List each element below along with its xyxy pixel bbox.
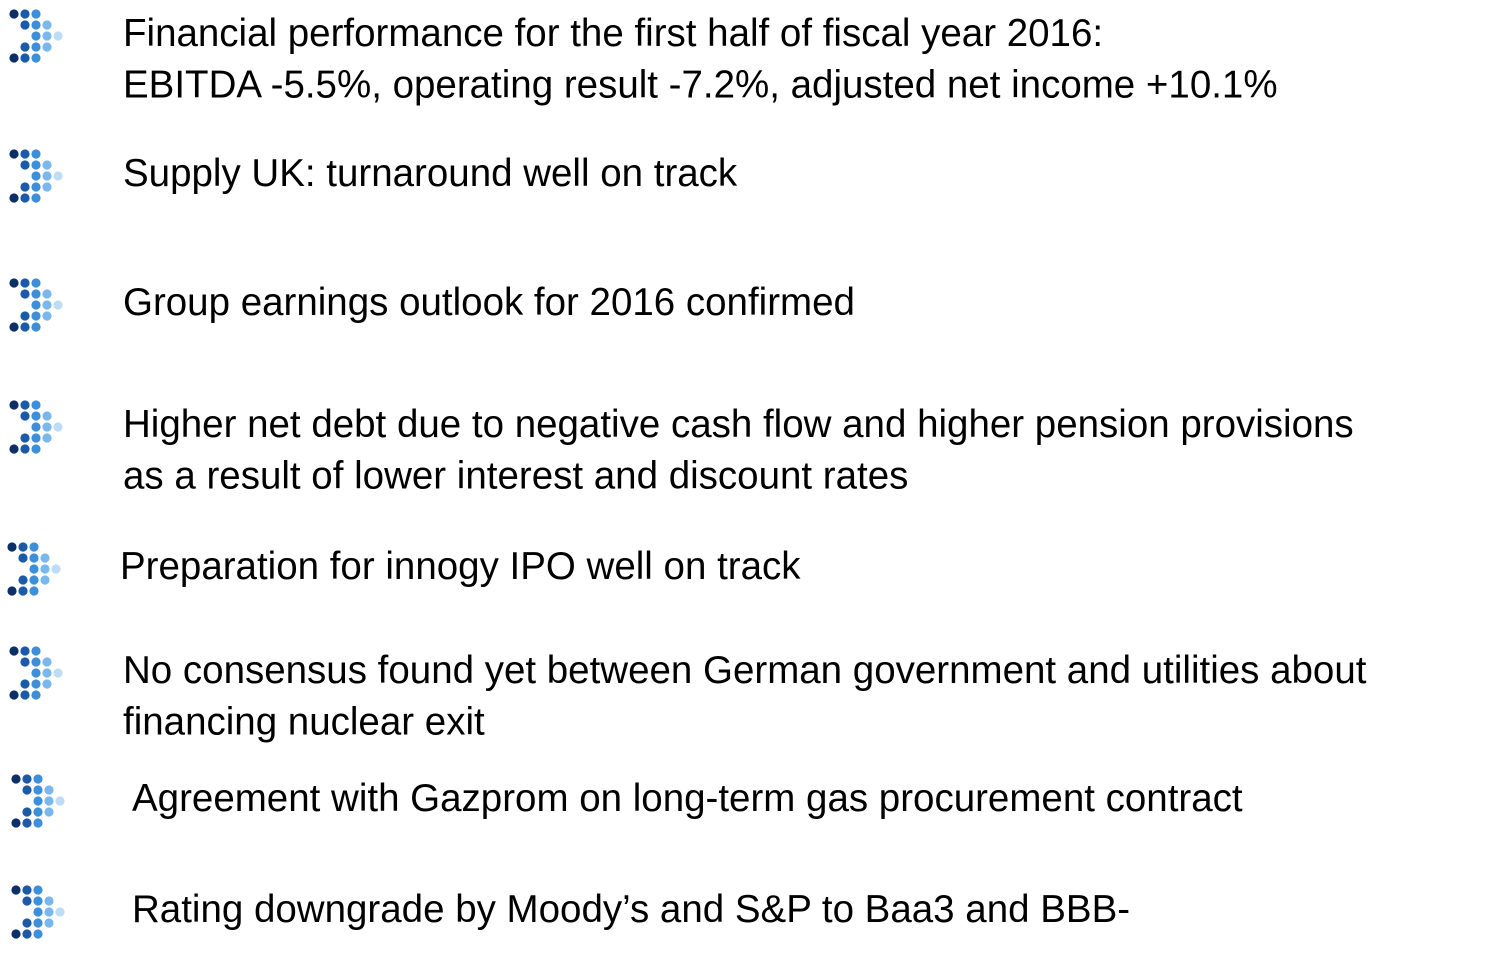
bullet-text: Higher net debt due to negative cash flo… bbox=[123, 403, 1354, 446]
bullet-text: Group earnings outlook for 2016 confirme… bbox=[123, 281, 855, 324]
bullet-icon bbox=[11, 774, 65, 828]
bullet-text: Agreement with Gazprom on long-term gas … bbox=[132, 777, 1243, 820]
bullet-text: financing nuclear exit bbox=[123, 701, 485, 744]
bullet-icon bbox=[9, 646, 63, 700]
bullet-icon bbox=[9, 9, 63, 63]
bullet-text: Supply UK: turnaround well on track bbox=[123, 152, 738, 195]
bullet-icon bbox=[7, 542, 61, 596]
bullet-text: Preparation for innogy IPO well on track bbox=[120, 545, 801, 588]
bullet-text: Rating downgrade by Moody’s and S&P to B… bbox=[132, 888, 1130, 931]
bullet-icon bbox=[9, 149, 63, 203]
bullet-icon bbox=[11, 885, 65, 939]
bullet-text: EBITDA -5.5%, operating result -7.2%, ad… bbox=[123, 64, 1278, 107]
bullet-text: as a result of lower interest and discou… bbox=[123, 455, 908, 498]
bullet-icon bbox=[9, 400, 63, 454]
bullet-text: Financial performance for the first half… bbox=[123, 12, 1103, 55]
bullet-icon bbox=[9, 278, 63, 332]
bullet-text: No consensus found yet between German go… bbox=[123, 649, 1367, 692]
